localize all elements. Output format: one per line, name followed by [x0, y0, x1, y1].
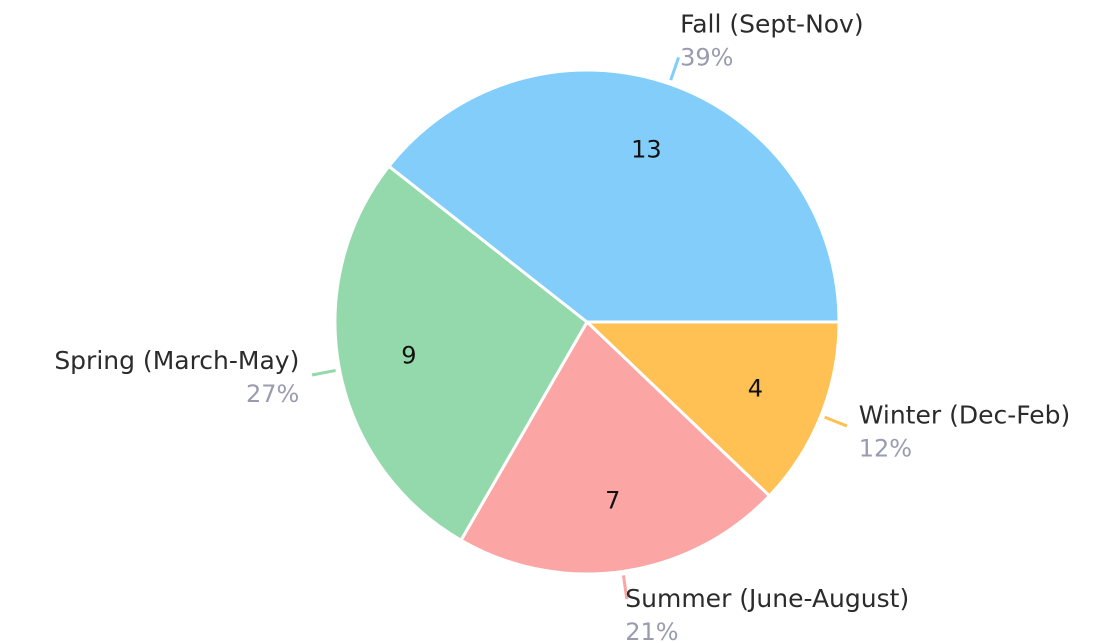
pie-slice	[458, 319, 772, 576]
slice-percent: 12%	[859, 434, 912, 462]
value-label: 9	[401, 341, 416, 369]
slice-name: Summer (June-August)	[625, 584, 909, 613]
pie-slice	[333, 164, 589, 543]
slice-percent: 27%	[246, 380, 299, 408]
leader-line	[669, 56, 680, 81]
pie-slice	[583, 320, 841, 499]
slice-percent: 21%	[625, 618, 678, 643]
slice-name: Winter (Dec-Feb)	[859, 400, 1071, 429]
leader-line	[621, 575, 629, 600]
leader-line	[824, 415, 848, 428]
value-label: 4	[748, 374, 763, 402]
value-label: 7	[605, 487, 620, 515]
slice-name: Fall (Sept-Nov)	[680, 9, 863, 38]
value-label: 13	[631, 136, 662, 164]
slice-percent: 39%	[680, 43, 733, 71]
leader-line	[311, 368, 336, 377]
pie-slice	[386, 68, 841, 324]
slice-name: Spring (March-May)	[54, 346, 299, 375]
